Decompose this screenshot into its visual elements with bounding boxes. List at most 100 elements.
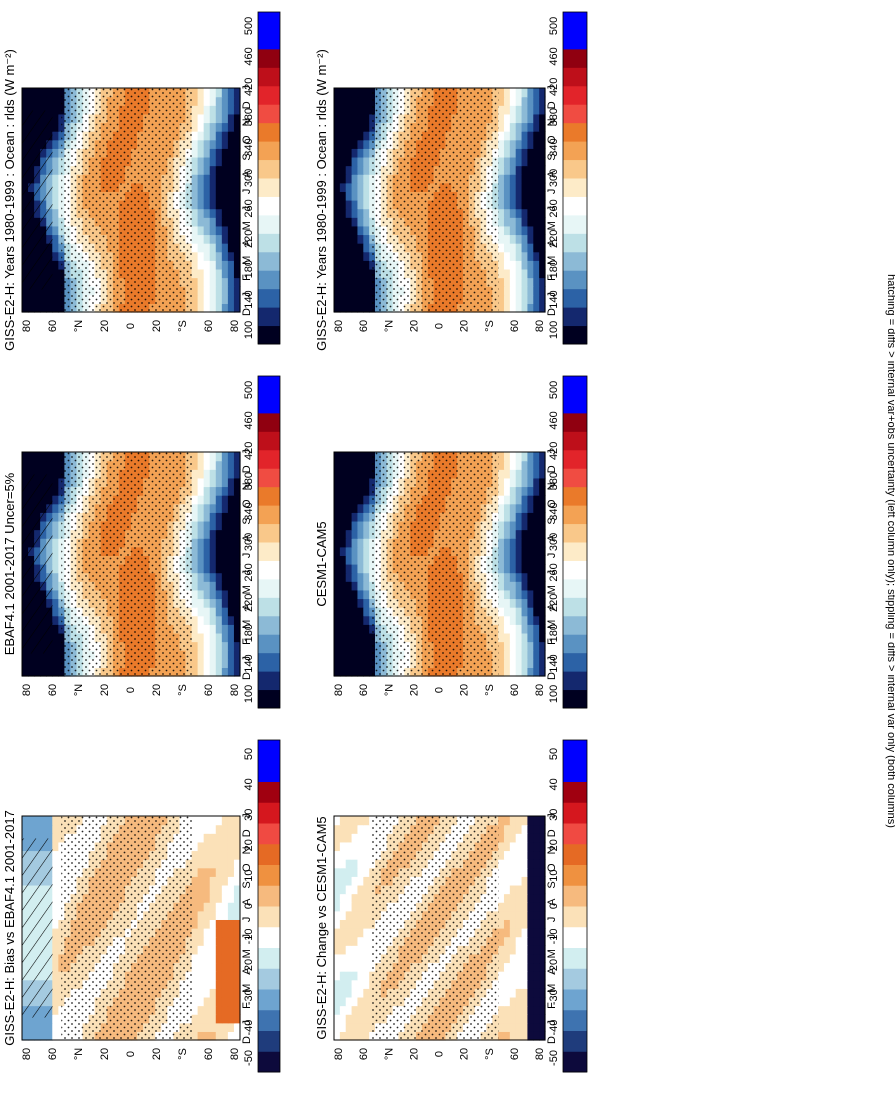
heatmap-cell (203, 910, 211, 920)
heatmap-cell (227, 174, 235, 184)
heatmap-cell (52, 658, 59, 668)
lat-tick-label: °S (484, 684, 496, 696)
heatmap-cell (539, 294, 546, 304)
heatmap-cell (203, 945, 211, 955)
heatmap-cell (363, 105, 370, 115)
heatmap-cell (197, 589, 205, 600)
heatmap-cell (503, 200, 511, 210)
heatmap-cell (345, 598, 353, 608)
heatmap-cell (521, 495, 529, 505)
month-tick-label: M (546, 620, 558, 629)
heatmap-cell (521, 641, 529, 651)
colorbar-tick-label: 460 (548, 47, 560, 65)
panel-title: EBAF4.1 2001-2017 Uncer=5% (2, 472, 17, 655)
heatmap-cell (527, 217, 534, 227)
heatmap-cell (233, 876, 241, 886)
heatmap-cell (221, 477, 229, 488)
heatmap-cell (503, 555, 511, 565)
heatmap-cell (209, 598, 217, 608)
heatmap-cell (22, 96, 29, 106)
heatmap-cell (203, 512, 211, 522)
heatmap-cell (334, 486, 341, 496)
heatmap-cell (197, 148, 205, 158)
heatmap-cell (509, 529, 517, 539)
heatmap-cell (215, 919, 223, 929)
lat-tick-label: 0 (434, 687, 446, 693)
heatmap-cell (191, 884, 199, 895)
heatmap-cell (221, 650, 229, 660)
heatmap-cell (539, 658, 546, 668)
heatmap-cell (498, 477, 505, 488)
heatmap-cell (227, 303, 235, 313)
colorbar-swatch (258, 906, 280, 928)
heatmap-cell (215, 156, 223, 167)
heatmap-cell (533, 165, 540, 175)
heatmap-cell (221, 910, 229, 920)
heatmap-cell (221, 174, 229, 184)
heatmap-cell (363, 520, 370, 531)
heatmap-cell (503, 139, 511, 149)
heatmap-cell (357, 572, 364, 582)
heatmap-cell (233, 988, 241, 998)
heatmap-cell (191, 477, 199, 488)
heatmap-cell (339, 105, 347, 115)
heatmap-cell (345, 303, 353, 313)
heatmap-cell (203, 294, 211, 304)
heatmap-cell (191, 243, 199, 253)
heatmap-cell (233, 113, 241, 124)
heatmap-cell (215, 113, 223, 124)
colorbar-tick-label: 500 (548, 381, 560, 399)
heatmap-cell (351, 251, 359, 261)
colorbar-tick-label: 0 (243, 903, 255, 909)
heatmap-cell (533, 225, 540, 236)
colorbar-tick-label: 100 (548, 321, 560, 339)
heatmap-cell (363, 538, 370, 548)
heatmap-cell (233, 182, 241, 192)
heatmap-cell (345, 113, 353, 124)
heatmap-cell (233, 598, 241, 608)
heatmap-cell (191, 996, 199, 1007)
heatmap-cell (363, 495, 370, 505)
heatmap-cell (334, 477, 341, 488)
heatmap-cell (334, 208, 341, 218)
lat-tick-label: 20 (99, 684, 111, 696)
heatmap-cell (539, 96, 546, 106)
heatmap-cell (351, 165, 359, 175)
heatmap-cell (197, 105, 205, 115)
heatmap-cell (351, 641, 359, 651)
heatmap-cell (191, 607, 199, 617)
heatmap-cell (533, 182, 540, 192)
heatmap-cell (351, 1031, 359, 1041)
heatmap-cell (339, 615, 347, 625)
heatmap-cell (334, 572, 341, 582)
heatmap-cell (233, 1031, 241, 1041)
colorbar-swatch (563, 288, 587, 308)
heatmap-cell (498, 268, 505, 279)
heatmap-cell (197, 460, 205, 470)
month-tick-label: D (241, 308, 253, 316)
heatmap-cell (509, 294, 517, 304)
heatmap-cell (515, 555, 523, 565)
heatmap-cell (357, 650, 364, 660)
heatmap-cell (197, 546, 205, 556)
heatmap-cell (191, 217, 199, 227)
heatmap-cell (339, 486, 347, 496)
heatmap-cell (533, 156, 540, 167)
heatmap-cell (46, 650, 53, 660)
heatmap-cell (227, 260, 235, 270)
heatmap-cell (498, 182, 505, 192)
heatmap-cell (28, 286, 35, 296)
heatmap-cell (498, 251, 505, 261)
colorbar-swatch (258, 141, 280, 161)
heatmap-cell (334, 234, 341, 244)
heatmap-cell (197, 1022, 205, 1032)
heatmap-cell (539, 641, 546, 651)
colorbar-swatch (563, 486, 587, 506)
month-tick-label: J (546, 206, 558, 212)
heatmap-cell (345, 650, 353, 660)
heatmap-cell (539, 251, 546, 261)
heatmap-cell (527, 538, 534, 548)
heatmap-cell (191, 564, 199, 574)
heatmap-cell (533, 641, 540, 651)
heatmap-cell (52, 953, 59, 964)
